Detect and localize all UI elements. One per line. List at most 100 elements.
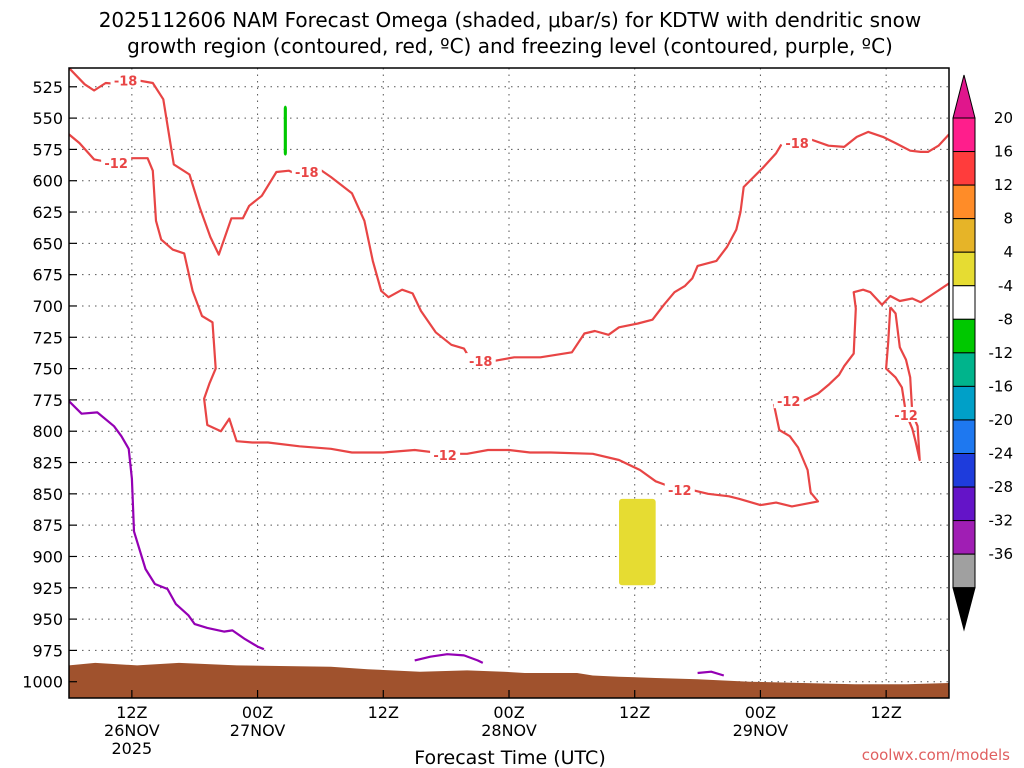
- colorbar-label: 4: [1003, 243, 1013, 261]
- y-tick-label: 625: [32, 203, 63, 222]
- colorbar-label: -4: [998, 277, 1013, 295]
- colorbar-bin: [952, 453, 976, 488]
- colorbar-bin: [952, 553, 976, 589]
- colorbar-label: 8: [1003, 210, 1013, 228]
- contour-label: -18: [295, 166, 319, 181]
- contour-label: -12: [668, 484, 692, 499]
- x-tick-year-label: 2025: [111, 739, 152, 758]
- colorbar-label: 12: [994, 176, 1013, 194]
- x-tick-label: 00Z: [493, 703, 524, 722]
- x-tick-label: 12Z: [619, 703, 650, 722]
- x-tick-date-label: 27NOV: [230, 721, 286, 740]
- x-tick-label: 00Z: [242, 703, 273, 722]
- colorbar-label: -20: [989, 411, 1014, 429]
- contour-lines: [69, 68, 949, 677]
- freezing-level-line: [69, 400, 265, 651]
- contour-label: -12: [104, 157, 128, 172]
- y-tick-label: 850: [32, 485, 63, 504]
- y-tick-label: 900: [32, 547, 63, 566]
- credit-text: coolwx.com/models: [862, 746, 1010, 764]
- contour-label-layer: -18 -18 -18 -18 -12 -12 -12 -12 -12: [101, 72, 922, 499]
- y-tick-label: 1000: [22, 673, 63, 692]
- y-tick-label: 925: [32, 579, 63, 598]
- y-tick-label: 650: [32, 234, 63, 253]
- contour-label-bg: [782, 135, 813, 151]
- y-tick-label: 675: [32, 266, 63, 285]
- colorbar-label: -36: [989, 545, 1014, 563]
- y-tick-label: 775: [32, 391, 63, 410]
- x-tick-label: 12Z: [870, 703, 901, 722]
- colorbar-label: -28: [989, 478, 1014, 496]
- freezing-level-line: [697, 670, 725, 677]
- grid-lines: [69, 68, 949, 698]
- contour-label: -12: [777, 395, 801, 410]
- contour-label: -18: [469, 355, 493, 370]
- colorbar: 20 16 12 8 4 -4 -8 -12 -16 -20 -24 -28 -32 -36: [952, 74, 1014, 632]
- y-tick-label: 725: [32, 328, 63, 347]
- y-tick-label: 950: [32, 610, 63, 629]
- colorbar-bin: [952, 318, 976, 354]
- colorbar-top-arrow: [952, 74, 976, 119]
- colorbar-bin: [952, 218, 976, 253]
- colorbar-label: -16: [989, 377, 1014, 395]
- colorbar-bin: [952, 251, 976, 287]
- plot-area: -18 -18 -18 -18 -12 -12 -12 -12 -12: [68, 67, 950, 699]
- colorbar-bin: [952, 151, 976, 186]
- y-tick-label: 525: [32, 78, 63, 97]
- contour-label-bg: [430, 447, 461, 463]
- x-tick-label: 00Z: [745, 703, 776, 722]
- omega-shading: [283, 105, 656, 586]
- contour-label-bg: [101, 155, 132, 171]
- x-tick-date-label: 29NOV: [733, 721, 789, 740]
- y-tick-label: 575: [32, 140, 63, 159]
- chart-title-line2: growth region (contoured, red, ºC) and f…: [127, 34, 893, 58]
- y-tick-label: 550: [32, 109, 63, 128]
- x-axis-label: Forecast Time (UTC): [414, 747, 605, 768]
- y-axis: 525 550 575 600 625 650 675 700 725 750 775 800 825 8…: [22, 78, 77, 692]
- omega-shade-region: [283, 105, 287, 156]
- contour-label-bg: [465, 353, 496, 369]
- contour-label: -12: [433, 449, 457, 464]
- colorbar-label: 16: [994, 143, 1013, 161]
- contour-label: -12: [894, 409, 918, 424]
- colorbar-bin: [952, 520, 976, 555]
- dgz-contour-line: [885, 306, 921, 462]
- colorbar-label: -24: [989, 445, 1014, 463]
- x-tick-label: 12Z: [368, 703, 399, 722]
- colorbar-bottom-arrow: [952, 587, 976, 632]
- colorbar-label: -12: [989, 344, 1014, 362]
- contour-label-bg: [773, 393, 804, 409]
- x-tick-label: 12Z: [116, 703, 147, 722]
- terrain-layer: [69, 662, 949, 698]
- contour-label: -18: [114, 75, 138, 90]
- contour-label-bg: [110, 72, 141, 88]
- x-tick-date-label: 28NOV: [481, 721, 537, 740]
- y-tick-label: 800: [32, 422, 63, 441]
- y-tick-label: 875: [32, 516, 63, 535]
- y-tick-label: 600: [32, 172, 63, 191]
- y-tick-label: 750: [32, 360, 63, 379]
- contour-label: -18: [785, 137, 809, 152]
- dgz-contour-line: [810, 130, 949, 153]
- colorbar-bin: [952, 419, 976, 455]
- y-tick-label: 975: [32, 641, 63, 660]
- contour-label-bg: [664, 482, 695, 498]
- colorbar-bin: [952, 352, 976, 387]
- colorbar-bin: [952, 117, 976, 153]
- contour-label-bg: [891, 406, 922, 422]
- y-tick-label: 825: [32, 454, 63, 473]
- x-tick-date-label: 26NOV: [104, 721, 160, 740]
- omega-shade-region: [619, 498, 656, 586]
- y-tick-label: 700: [32, 297, 63, 316]
- colorbar-bin: [952, 285, 976, 320]
- dgz-contour-line: [69, 133, 949, 508]
- colorbar-label: -8: [998, 310, 1013, 328]
- colorbar-label: 20: [994, 109, 1013, 127]
- dgz-contour-line: [69, 68, 783, 363]
- freezing-level-line: [414, 653, 484, 664]
- colorbar-bin: [952, 184, 976, 220]
- terrain-fill: [69, 662, 949, 698]
- chart-title-line1: 2025112606 NAM Forecast Omega (shaded, μ…: [99, 8, 922, 32]
